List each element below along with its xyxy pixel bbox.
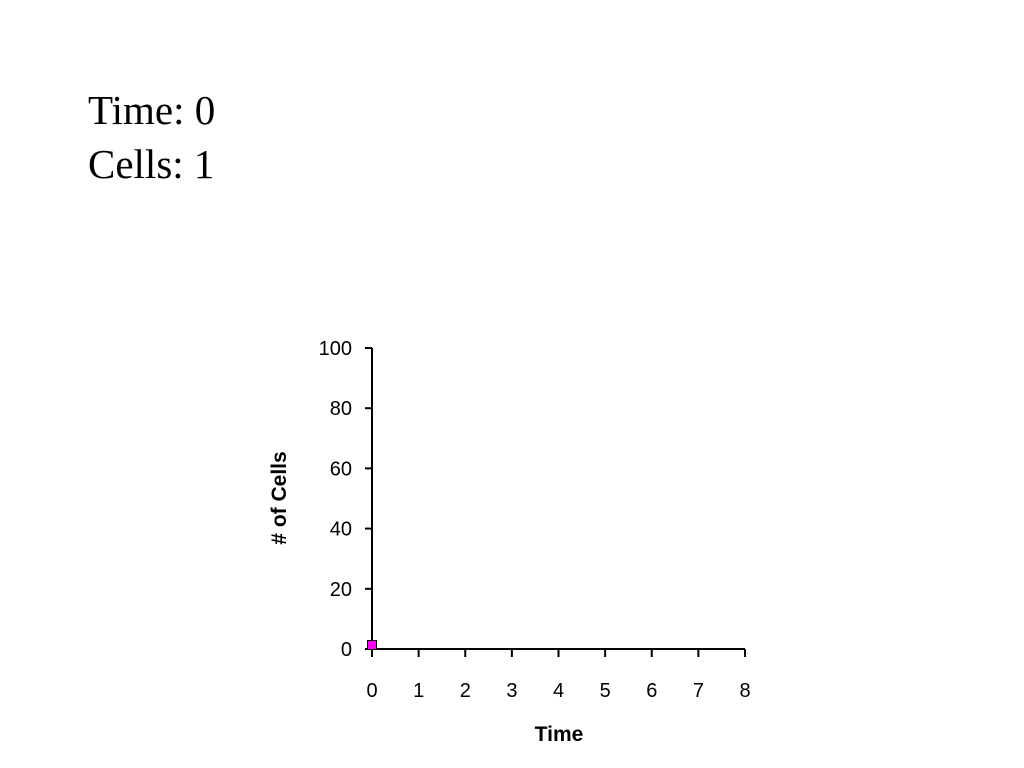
y-axis-title: # of Cells	[268, 451, 291, 544]
chart-ticks: 0 20 40 60 80 100 0 1 2 3 4 5 6 7 8	[319, 338, 751, 702]
x-tick-label: 5	[600, 680, 611, 702]
x-tick-label: 7	[693, 680, 704, 702]
x-tick-label: 3	[506, 680, 517, 702]
x-axis-title: Time	[535, 723, 584, 746]
y-tick-label: 60	[330, 458, 352, 480]
chart-axes	[371, 348, 745, 650]
x-tick-label: 0	[366, 680, 377, 702]
time-label: Time: 0	[88, 87, 216, 133]
cells-label: Cells: 1	[88, 141, 215, 187]
x-tick-label: 6	[646, 680, 657, 702]
chart-points	[367, 639, 377, 650]
y-tick-label: 80	[330, 398, 352, 420]
data-point	[367, 639, 377, 650]
y-tick-label: 100	[319, 338, 352, 360]
x-tick-label: 8	[739, 680, 750, 702]
y-tick-label: 0	[341, 639, 352, 661]
x-tick-label: 1	[413, 680, 424, 702]
x-tick-label: 4	[553, 680, 564, 702]
y-tick-label: 40	[330, 519, 352, 541]
x-tick-label: 2	[460, 680, 471, 702]
info-text: Time: 0 Cells: 1	[88, 83, 215, 191]
y-tick-label: 20	[330, 579, 352, 601]
